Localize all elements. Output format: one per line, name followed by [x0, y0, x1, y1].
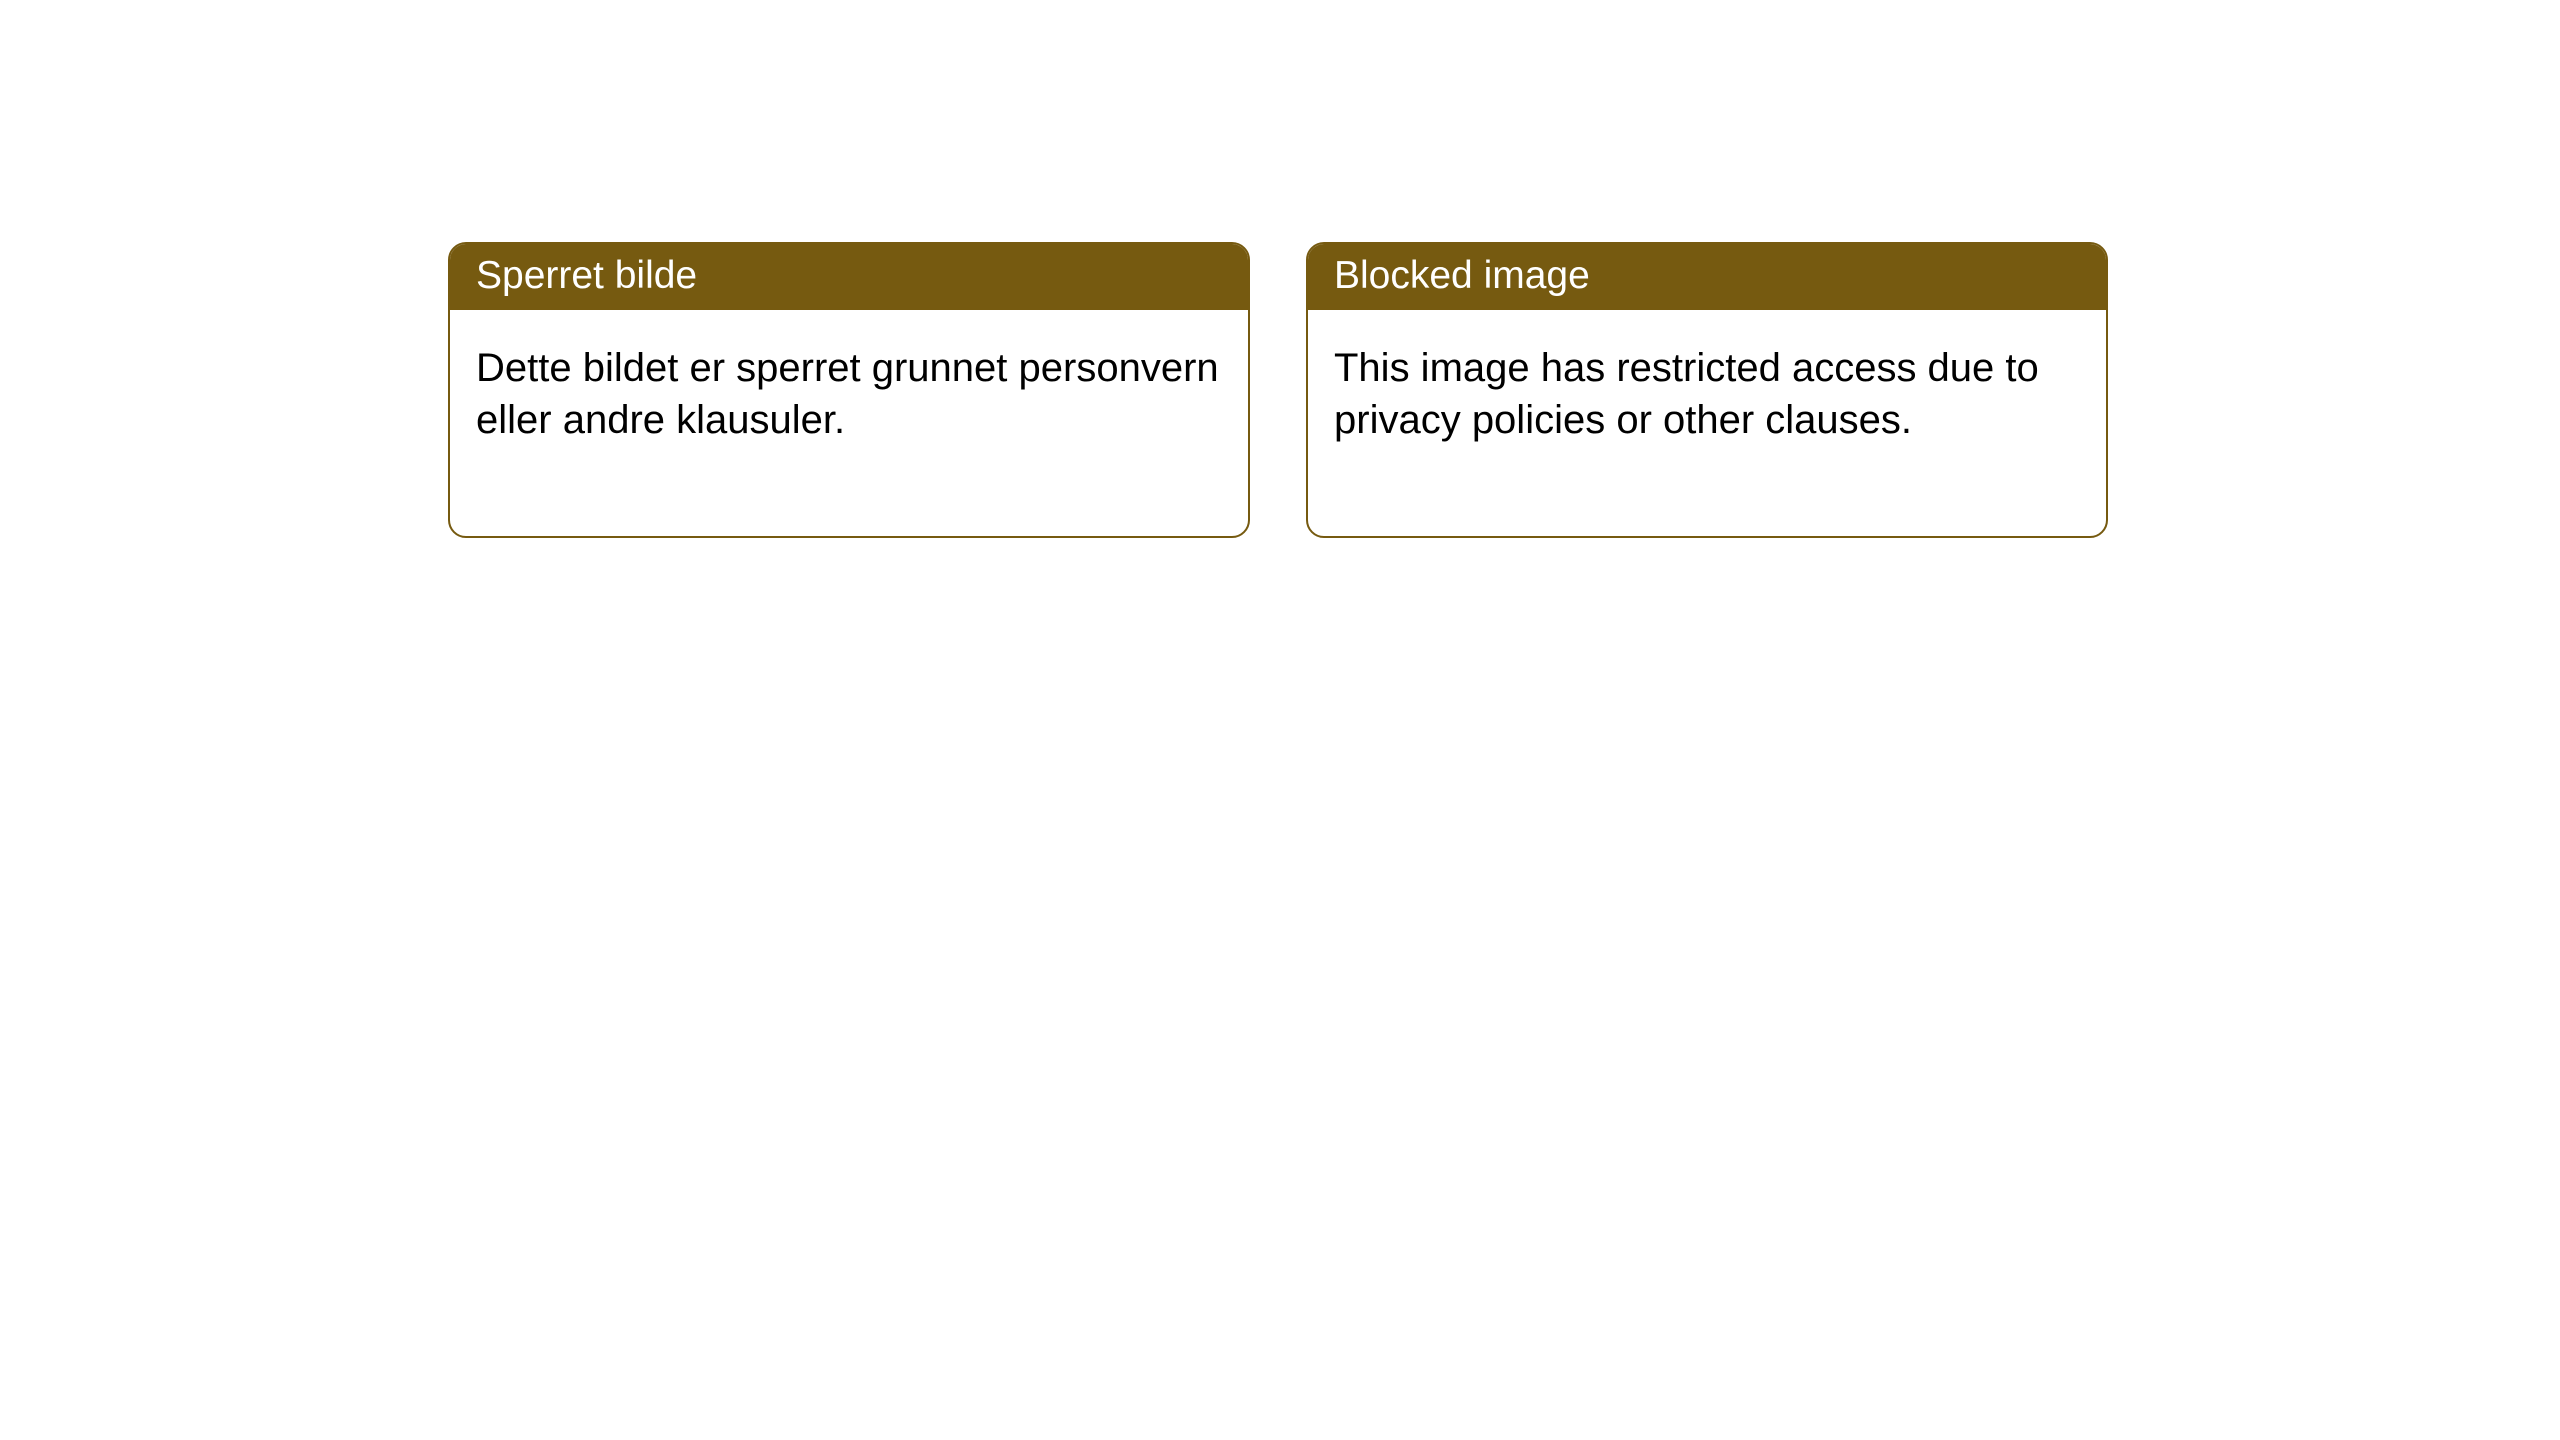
card-body-text: Dette bildet er sperret grunnet personve… [476, 346, 1219, 442]
blocked-image-card-en: Blocked image This image has restricted … [1306, 242, 2108, 538]
card-body-text: This image has restricted access due to … [1334, 346, 2039, 442]
card-header: Sperret bilde [450, 244, 1248, 310]
card-header: Blocked image [1308, 244, 2106, 310]
blocked-image-card-no: Sperret bilde Dette bildet er sperret gr… [448, 242, 1250, 538]
card-title: Sperret bilde [476, 254, 697, 297]
cards-container: Sperret bilde Dette bildet er sperret gr… [0, 0, 2560, 538]
card-title: Blocked image [1334, 254, 1590, 297]
card-body: This image has restricted access due to … [1308, 310, 2106, 536]
card-body: Dette bildet er sperret grunnet personve… [450, 310, 1248, 536]
